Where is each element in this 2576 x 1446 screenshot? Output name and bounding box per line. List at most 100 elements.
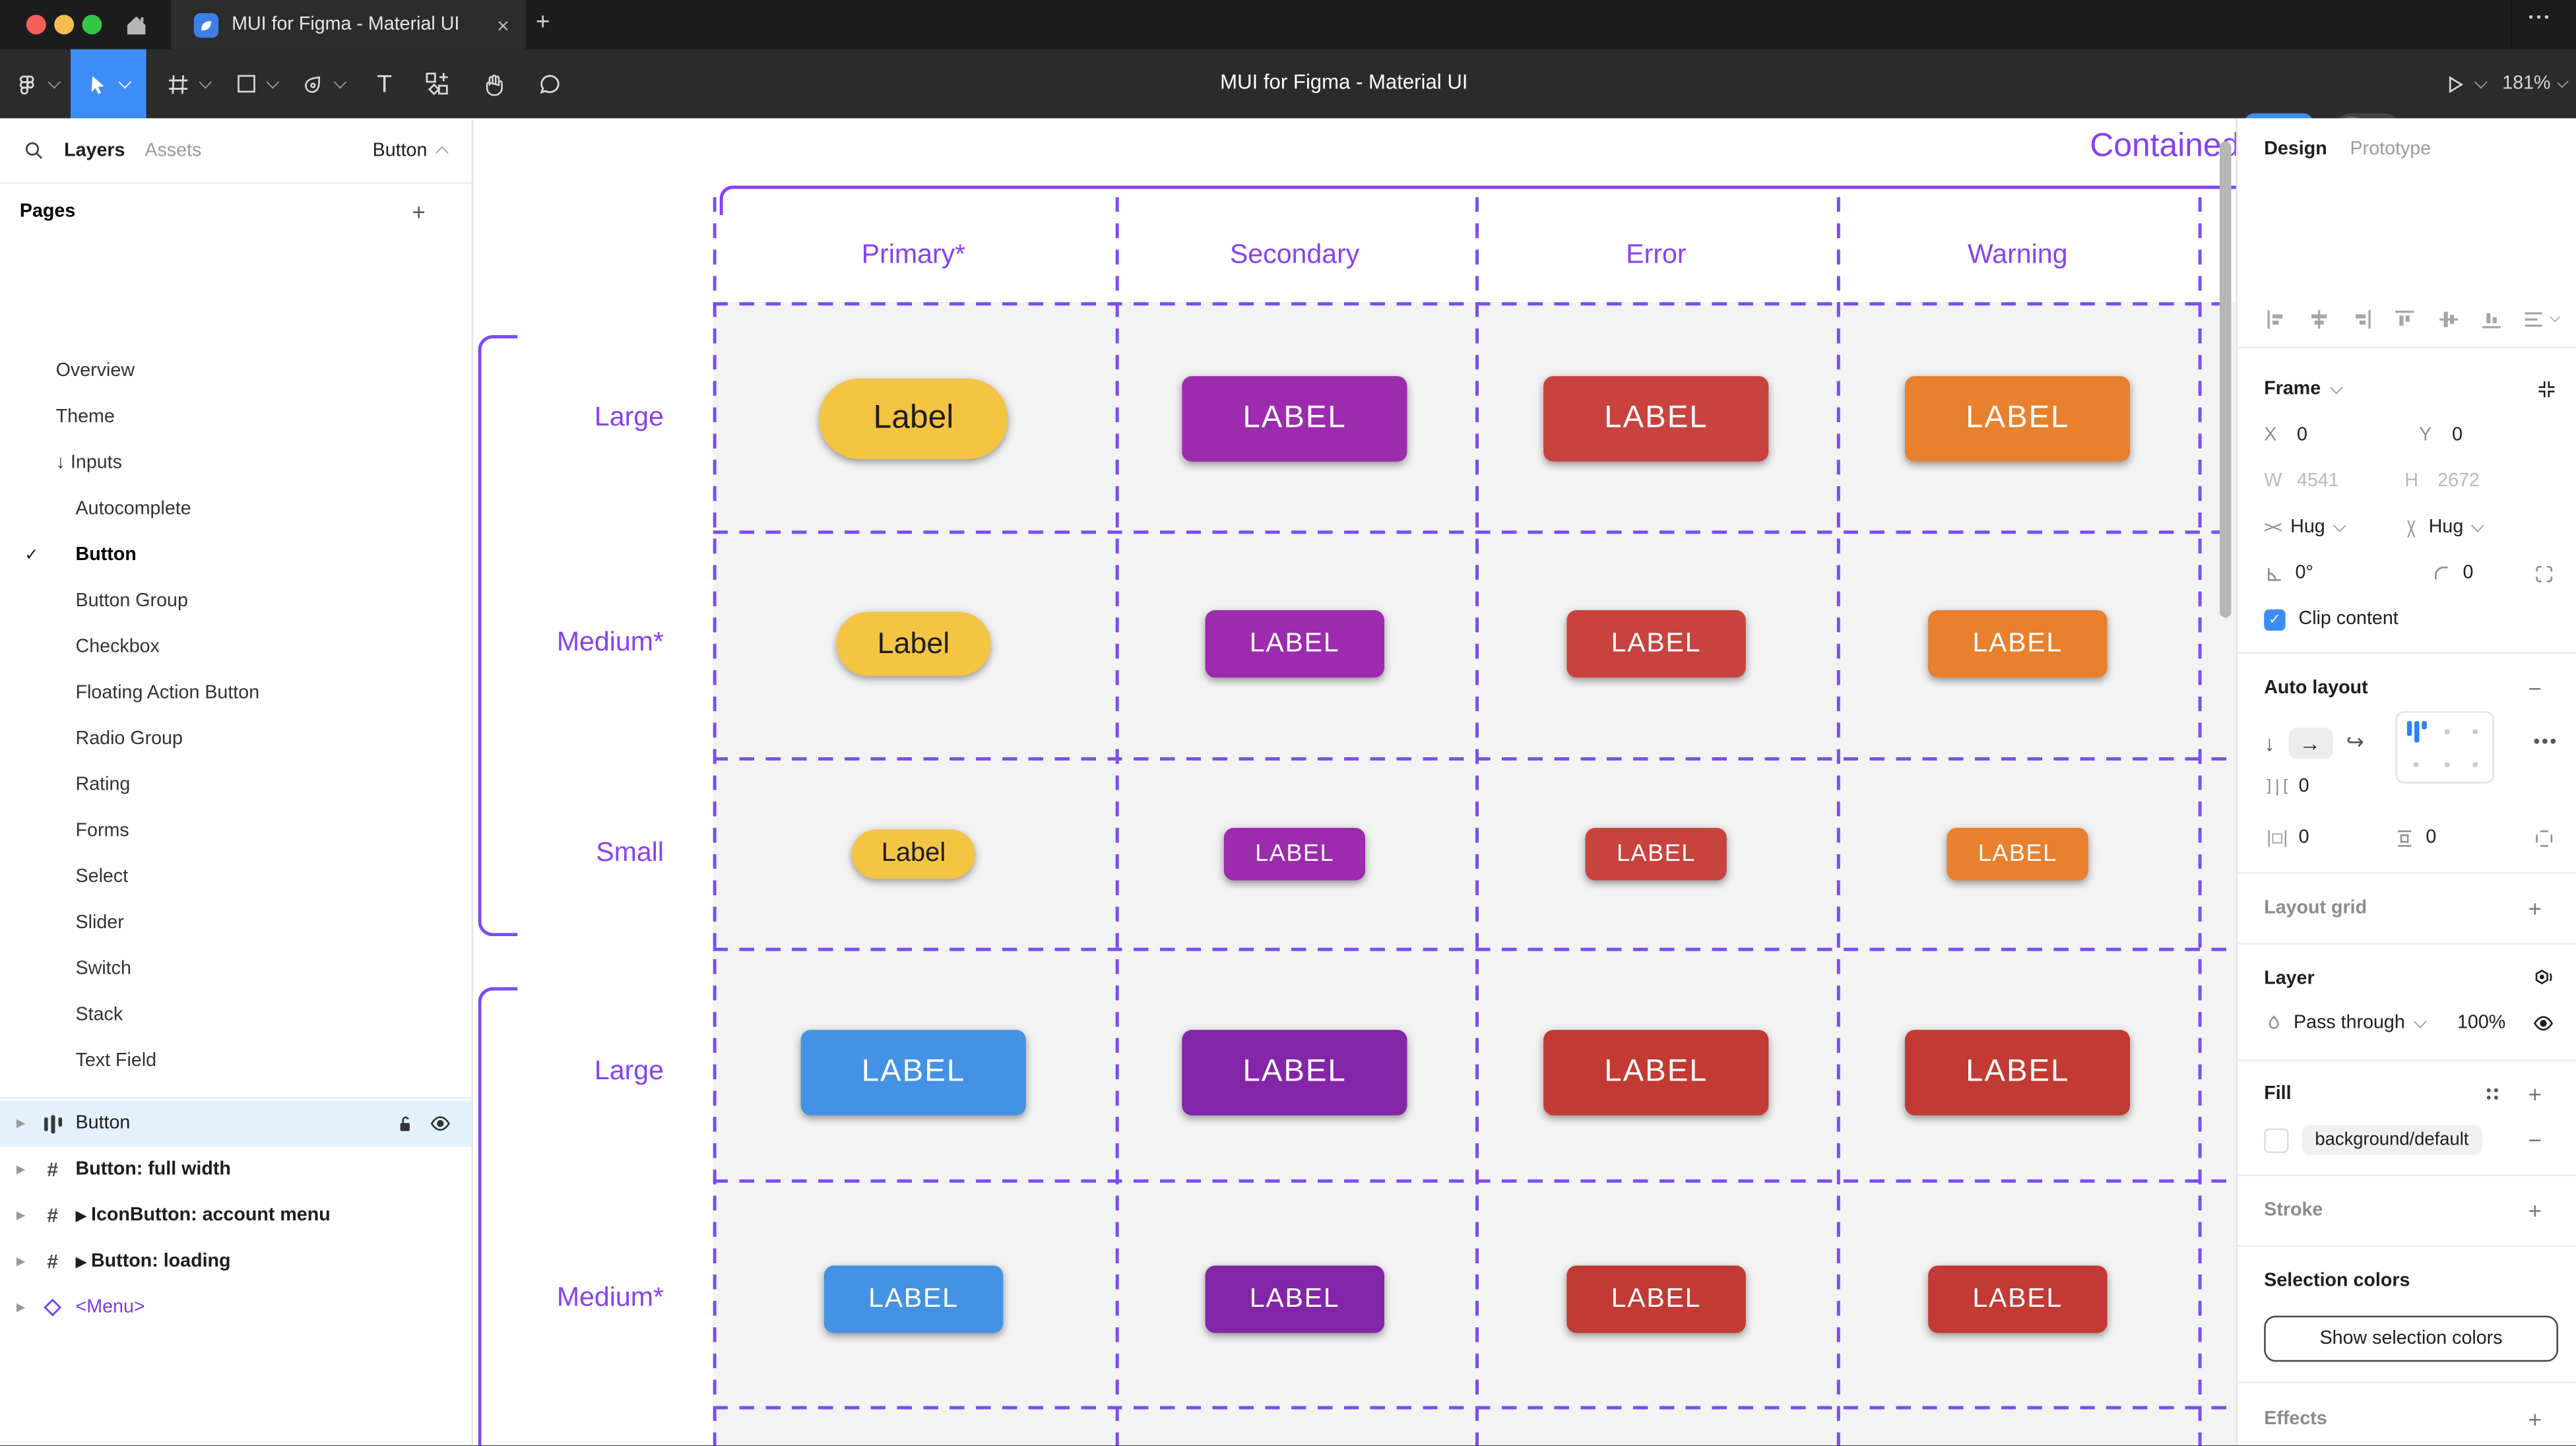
layer-visibility-eye-icon[interactable] bbox=[2532, 1012, 2555, 1035]
tab-prototype[interactable]: Prototype bbox=[2350, 140, 2431, 160]
frame-tool[interactable] bbox=[161, 49, 217, 119]
fill-styles-icon[interactable] bbox=[2482, 1084, 2502, 1104]
sidebar-page-item[interactable]: ✓Button bbox=[0, 532, 472, 579]
sidebar-page-item[interactable]: Select bbox=[0, 854, 472, 900]
auto-layout-wrap-icon[interactable]: ↩ bbox=[2345, 730, 2363, 756]
pen-tool[interactable] bbox=[296, 49, 352, 119]
layer-item[interactable]: ▶#Button: full width bbox=[0, 1147, 472, 1193]
horizontal-padding-value[interactable]: 0 bbox=[2299, 828, 2309, 848]
layer-item[interactable]: ▶#▶ IconButton: account menu bbox=[0, 1193, 472, 1239]
align-left-icon[interactable] bbox=[2264, 306, 2288, 330]
text-tool[interactable]: T bbox=[363, 49, 406, 119]
blend-mode-value[interactable]: Pass through bbox=[2294, 1013, 2405, 1033]
add-effect-button[interactable]: + bbox=[2528, 1406, 2542, 1432]
canvas-button[interactable]: LABEL bbox=[1905, 1030, 2131, 1115]
tab-layers[interactable]: Layers bbox=[64, 141, 125, 160]
sidebar-page-item[interactable]: Stack bbox=[0, 992, 472, 1038]
canvas-button[interactable]: LABEL bbox=[1928, 1266, 2107, 1333]
present-button[interactable] bbox=[2438, 49, 2494, 119]
fill-color-swatch[interactable] bbox=[2264, 1127, 2288, 1152]
canvas-button[interactable]: LABEL bbox=[1928, 610, 2107, 677]
sidebar-page-item[interactable]: Theme bbox=[0, 394, 472, 441]
align-top-icon[interactable] bbox=[2393, 306, 2418, 330]
tab-design[interactable]: Design bbox=[2264, 140, 2327, 160]
canvas-button[interactable]: LABEL bbox=[1586, 828, 1727, 881]
vertical-padding-value[interactable]: 0 bbox=[2426, 828, 2436, 848]
x-value[interactable]: 0 bbox=[2297, 425, 2307, 445]
corner-radius-value[interactable]: 0 bbox=[2463, 563, 2474, 583]
canvas-button[interactable]: Label bbox=[836, 612, 990, 676]
search-icon[interactable] bbox=[23, 140, 44, 161]
auto-layout-more-icon[interactable]: ••• bbox=[2533, 733, 2558, 753]
shape-tool[interactable] bbox=[228, 49, 284, 119]
canvas-button[interactable]: LABEL bbox=[801, 1030, 1027, 1115]
sidebar-page-item[interactable]: Button Group bbox=[0, 578, 472, 624]
align-vertical-center-icon[interactable] bbox=[2436, 306, 2461, 330]
fill-token[interactable]: background/default bbox=[2302, 1125, 2482, 1155]
show-selection-colors-button[interactable]: Show selection colors bbox=[2264, 1315, 2558, 1362]
canvas-button[interactable]: Label bbox=[819, 379, 1008, 459]
hug-vertical-value[interactable]: Hug bbox=[2429, 517, 2464, 537]
frame-section-title[interactable]: Frame bbox=[2264, 379, 2321, 399]
window-minimize-button[interactable] bbox=[54, 15, 74, 34]
canvas-button[interactable]: LABEL bbox=[1543, 1030, 1769, 1115]
layer-item[interactable]: ▶<Menu> bbox=[0, 1284, 472, 1331]
sidebar-page-item[interactable]: Autocomplete bbox=[0, 486, 472, 532]
window-close-button[interactable] bbox=[26, 15, 46, 34]
add-stroke-button[interactable]: + bbox=[2528, 1197, 2542, 1224]
add-layout-grid-button[interactable]: + bbox=[2528, 895, 2542, 922]
canvas-button[interactable]: LABEL bbox=[1206, 610, 1384, 677]
canvas-button[interactable]: LABEL bbox=[1905, 376, 2131, 461]
zoom-menu[interactable]: 181% bbox=[2502, 49, 2568, 119]
canvas-scrollbar[interactable] bbox=[2220, 141, 2231, 617]
hug-horizontal-value[interactable]: Hug bbox=[2290, 517, 2325, 537]
distribute-icon[interactable] bbox=[2522, 306, 2561, 330]
home-icon[interactable] bbox=[123, 11, 150, 38]
canvas-button[interactable]: LABEL bbox=[1566, 610, 1745, 677]
move-tool[interactable] bbox=[71, 49, 146, 119]
independent-corners-icon[interactable] bbox=[2534, 563, 2555, 584]
add-fill-button[interactable]: + bbox=[2528, 1081, 2542, 1107]
layer-expand-caret-icon[interactable]: ▶ bbox=[16, 1301, 33, 1314]
layer-expand-caret-icon[interactable]: ▶ bbox=[16, 1163, 33, 1176]
sidebar-page-item[interactable]: Checkbox bbox=[0, 624, 472, 670]
sidebar-page-item[interactable]: ↓ Inputs bbox=[0, 440, 472, 486]
sidebar-page-item[interactable]: Switch bbox=[0, 946, 472, 992]
opacity-value[interactable]: 100% bbox=[2457, 1013, 2505, 1033]
page-selector[interactable]: Button bbox=[373, 141, 449, 160]
new-tab-button[interactable]: + bbox=[536, 8, 550, 36]
comment-tool[interactable] bbox=[527, 49, 570, 119]
add-page-button[interactable]: + bbox=[412, 199, 426, 225]
align-bottom-icon[interactable] bbox=[2479, 306, 2503, 330]
window-zoom-button[interactable] bbox=[82, 15, 102, 34]
gap-value[interactable]: 0 bbox=[2299, 777, 2309, 797]
canvas-button[interactable]: LABEL bbox=[1224, 828, 1366, 881]
layer-expand-caret-icon[interactable]: ▶ bbox=[16, 1117, 33, 1130]
sidebar-page-item[interactable]: Slider bbox=[0, 900, 472, 947]
layer-item[interactable]: ▶#▶ Button: loading bbox=[0, 1238, 472, 1284]
browser-menu-icon[interactable]: ••• bbox=[2528, 10, 2552, 24]
sidebar-page-item[interactable]: Rating bbox=[0, 762, 472, 808]
browser-tab[interactable]: MUI for Figma - Material UI × bbox=[171, 0, 526, 49]
remove-fill-button[interactable]: − bbox=[2528, 1127, 2542, 1153]
page-collapse-arrow-icon[interactable]: ↓ bbox=[56, 453, 71, 473]
sidebar-page-item[interactable]: Radio Group bbox=[0, 716, 472, 763]
remove-auto-layout-button[interactable]: − bbox=[2528, 675, 2542, 701]
canvas-button[interactable]: LABEL bbox=[1182, 376, 1407, 461]
hand-tool[interactable] bbox=[472, 49, 515, 119]
canvas-button[interactable]: LABEL bbox=[1206, 1266, 1384, 1333]
auto-layout-horizontal-icon[interactable]: → bbox=[2288, 727, 2332, 758]
canvas-button[interactable]: LABEL bbox=[1566, 1266, 1745, 1333]
collapse-panel-icon[interactable] bbox=[2535, 378, 2558, 401]
canvas-button[interactable]: Label bbox=[852, 829, 975, 879]
figma-main-menu-icon[interactable] bbox=[13, 49, 63, 119]
blend-mode-icon[interactable] bbox=[2532, 968, 2555, 991]
h-value[interactable]: 2672 bbox=[2437, 472, 2480, 491]
align-right-icon[interactable] bbox=[2350, 306, 2374, 330]
layer-item[interactable]: ▶Button bbox=[0, 1100, 472, 1147]
canvas-button[interactable]: LABEL bbox=[1947, 828, 2088, 881]
canvas[interactable]: ContainedPrimary*SecondaryErrorWarningLa… bbox=[472, 118, 2236, 1445]
actions-tool[interactable] bbox=[416, 49, 459, 119]
tab-assets[interactable]: Assets bbox=[145, 141, 201, 160]
canvas-button[interactable]: LABEL bbox=[824, 1266, 1003, 1333]
